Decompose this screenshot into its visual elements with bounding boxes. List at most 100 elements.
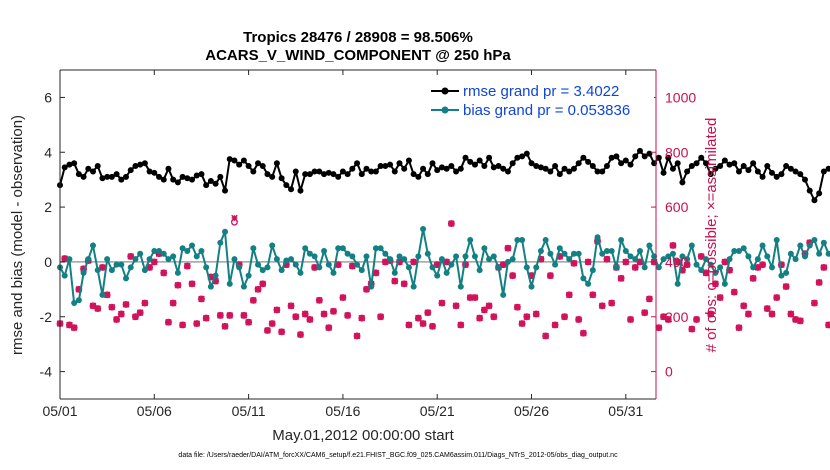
bias-point bbox=[646, 242, 653, 249]
bias-point bbox=[146, 256, 153, 263]
rmse-point bbox=[434, 167, 441, 174]
bias-point bbox=[589, 267, 596, 274]
bias-series bbox=[57, 226, 830, 307]
rmse-point bbox=[203, 182, 210, 189]
bias-point bbox=[410, 283, 417, 290]
bias-point bbox=[71, 300, 78, 307]
bias-point bbox=[764, 253, 771, 260]
rmse-point bbox=[297, 187, 304, 194]
obs-assimilated-point bbox=[466, 294, 474, 301]
obs-assimilated-point bbox=[165, 318, 172, 326]
x-axis-label: May.01,2012 00:00:00 start bbox=[272, 427, 454, 444]
rmse-point bbox=[344, 171, 351, 178]
bias-point bbox=[118, 261, 125, 268]
obs-assimilated-point bbox=[679, 266, 686, 274]
bias-point bbox=[429, 264, 436, 271]
bias-point bbox=[750, 264, 757, 271]
y-axis-label: rmse and bias (model - observation) bbox=[9, 115, 26, 355]
rmse-point bbox=[448, 162, 455, 169]
rmse-point bbox=[189, 176, 196, 183]
y-right-tick-label: 200 bbox=[665, 309, 689, 325]
bias-point bbox=[198, 247, 205, 254]
bias-point bbox=[222, 228, 229, 235]
bias-point bbox=[104, 256, 111, 263]
rmse-point bbox=[542, 165, 549, 172]
bias-point bbox=[292, 261, 299, 268]
rmse-point bbox=[80, 173, 87, 180]
rmse-point bbox=[599, 168, 606, 175]
rmse-point bbox=[358, 171, 365, 178]
bias-point bbox=[156, 247, 163, 254]
obs-assimilated-point bbox=[617, 275, 625, 282]
bias-point bbox=[325, 261, 332, 268]
rmse-point bbox=[217, 173, 224, 180]
bias-point bbox=[354, 261, 361, 268]
obs-assimilated-point bbox=[570, 259, 578, 267]
plot-background bbox=[60, 70, 656, 399]
rmse-point bbox=[787, 165, 794, 172]
bias-point bbox=[627, 253, 634, 260]
footer-note: data file: /Users/raeder/DAI/ATM_forcXX/… bbox=[178, 452, 618, 459]
rmse-point bbox=[594, 168, 601, 175]
rmse-point bbox=[170, 176, 177, 183]
obs-assimilated-point bbox=[415, 314, 422, 322]
y-right-tick-label: 600 bbox=[665, 199, 689, 215]
rmse-point bbox=[825, 165, 830, 172]
bias-point bbox=[179, 245, 186, 252]
bias-point bbox=[288, 256, 295, 263]
obs-assimilated-point bbox=[122, 301, 130, 308]
y-tick-label: 2 bbox=[44, 199, 52, 215]
bias-point bbox=[358, 267, 365, 274]
obs-assimilated-point bbox=[811, 299, 818, 307]
rmse-point bbox=[316, 168, 323, 175]
y-tick-label: -2 bbox=[40, 309, 53, 325]
bias-point bbox=[585, 280, 592, 287]
bias-point bbox=[302, 245, 309, 252]
rmse-point bbox=[273, 160, 280, 167]
bias-point bbox=[434, 272, 441, 279]
obs-assimilated-point bbox=[443, 258, 450, 266]
plot-area bbox=[60, 70, 656, 399]
rmse-point bbox=[349, 165, 356, 172]
rmse-point bbox=[802, 176, 808, 183]
obs-assimilated-point bbox=[754, 264, 762, 271]
obs-assimilated-point bbox=[697, 253, 705, 260]
obs-assimilated-point bbox=[773, 294, 781, 301]
bias-point bbox=[90, 242, 97, 249]
rmse-point bbox=[410, 171, 417, 178]
obs-assimilated-point bbox=[264, 327, 271, 334]
rmse-point bbox=[580, 154, 587, 161]
rmse-point bbox=[420, 165, 427, 172]
bias-point bbox=[754, 256, 761, 263]
bias-point bbox=[231, 256, 238, 263]
rmse-point bbox=[641, 153, 648, 160]
obs-assimilated-point bbox=[735, 324, 743, 332]
obs-assimilated-point bbox=[476, 314, 483, 322]
rmse-point bbox=[288, 186, 295, 193]
y-tick-label: -4 bbox=[40, 364, 53, 380]
bias-point bbox=[438, 256, 445, 263]
obs-assimilated-point bbox=[70, 324, 78, 332]
bias-point bbox=[500, 291, 507, 298]
rmse-point bbox=[514, 154, 521, 161]
legend-bias-marker bbox=[441, 106, 449, 114]
obs-assimilated-point bbox=[183, 262, 191, 270]
bias-point bbox=[674, 280, 681, 287]
rmse-point bbox=[556, 171, 563, 178]
obs-assimilated-point bbox=[89, 302, 97, 310]
bias-point bbox=[519, 236, 526, 243]
rmse-point bbox=[335, 173, 342, 180]
obs-assimilated-point bbox=[334, 261, 342, 268]
obs-assimilated-point bbox=[726, 266, 733, 274]
obs-assimilated-point bbox=[363, 286, 370, 293]
rmse-point bbox=[415, 173, 422, 180]
rmse-point bbox=[523, 150, 530, 157]
bias-point bbox=[495, 264, 502, 271]
rmse-point bbox=[71, 160, 78, 167]
obs-assimilated-point bbox=[287, 302, 295, 310]
obs-assimilated-point bbox=[108, 303, 116, 311]
bias-point bbox=[245, 272, 252, 279]
obs-assimilated-point bbox=[674, 258, 682, 266]
rmse-point bbox=[250, 168, 257, 175]
obs-assimilated-point bbox=[608, 299, 616, 307]
